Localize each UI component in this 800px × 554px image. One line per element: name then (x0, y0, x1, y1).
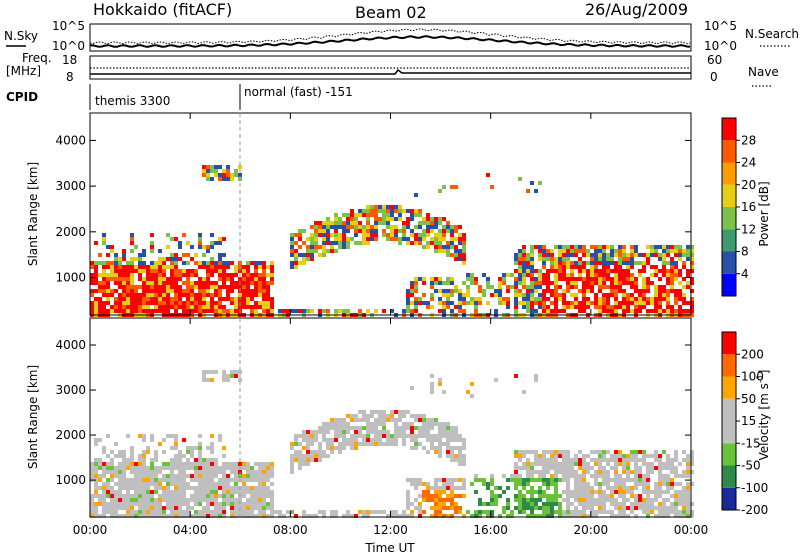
colorbar-cell (722, 443, 736, 466)
colorbar-tick-label: 15 (741, 414, 756, 428)
freq-right-tick-bottom: 0 (710, 70, 718, 84)
colorbar-tick-label: 20 (741, 178, 756, 192)
freq-left-label-1: Freq. (22, 51, 52, 65)
colorbar-cell (722, 376, 736, 399)
colorbar-cell (722, 184, 736, 207)
colorbar-tick-label: 8 (741, 245, 749, 259)
velocity-y-label: Slant Range [km] (26, 365, 40, 469)
colorbar-tick-label: -200 (741, 503, 768, 517)
colorbar-tick-label: -100 (741, 481, 768, 495)
x-axis-title: Time UT (364, 541, 415, 554)
noise-left-tick-top: 10^5 (52, 19, 85, 33)
noise-search-trace (89, 28, 691, 45)
x-tick-label: 00:00 (674, 523, 709, 537)
y-tick-label: 1000 (55, 473, 86, 487)
noise-panel-frame (89, 23, 692, 52)
noise-sky-trace (89, 35, 691, 48)
colorbar-cell (722, 118, 736, 141)
colorbar-cell (722, 251, 736, 274)
colorbar-cell (722, 273, 736, 296)
cpid-mode-2: normal (fast) -151 (244, 85, 353, 99)
colorbar-cell (722, 140, 736, 163)
velocity-colorbar: 200 100 50 15 -15 -50 -100 -200 (721, 331, 768, 517)
colorbar-tick-label: 12 (741, 222, 756, 236)
colorbar-tick-label: 50 (741, 392, 756, 406)
y-tick-label: 2000 (55, 428, 86, 442)
x-tick-label: 12:00 (373, 523, 408, 537)
colorbar-cell (722, 421, 736, 444)
x-tick-label: 16:00 (473, 523, 508, 537)
date-title: 26/Aug/2009 (585, 0, 688, 19)
velocity-y-axis: 1000 2000 3000 4000 (55, 338, 691, 487)
nave-trace (90, 68, 691, 75)
y-tick-label: 3000 (55, 179, 86, 193)
noise-right-tick-top: 10^5 (704, 19, 737, 33)
cpid-label: CPID (6, 90, 38, 104)
colorbar-cell (722, 332, 736, 355)
freq-right-tick-top: 60 (707, 53, 722, 67)
power-y-axis: 1000 2000 3000 4000 (55, 133, 691, 285)
velocity-colorbar-label: Velocity [m s-1] (756, 370, 771, 461)
power-heatmap (90, 165, 694, 317)
noise-right-label: N.Search (745, 27, 799, 41)
beam-title: Beam 02 (355, 3, 427, 22)
colorbar-tick-label: 16 (741, 200, 756, 214)
colorbar-tick-label: 28 (741, 133, 756, 147)
cpid-mode-1: themis 3300 (95, 94, 170, 108)
velocity-x-axis: 00:00 04:00 08:00 12:00 16:00 20:00 00:00 (73, 318, 709, 537)
colorbar-tick-label: -15 (741, 436, 761, 450)
power-colorbar: 4 8 12 16 20 24 28 (721, 117, 756, 297)
colorbar-tick-label: 100 (741, 370, 764, 384)
freq-left-label-2: [MHz] (6, 64, 41, 78)
colorbar-cell (722, 207, 736, 230)
colorbar-tick-label: -50 (741, 459, 761, 473)
colorbar-cell (722, 398, 736, 421)
noise-right-tick-bottom: 10^0 (704, 39, 737, 53)
power-colorbar-label: Power [dB] (757, 181, 771, 246)
y-tick-label: 1000 (55, 271, 86, 285)
colorbar-tick-label: 4 (741, 267, 749, 281)
noise-left-tick-bottom: 10^0 (52, 39, 85, 53)
colorbar-cell (722, 229, 736, 252)
noise-left-label: N.Sky (4, 29, 38, 43)
x-tick-label: 08:00 (273, 523, 308, 537)
power-x-ticks (89, 113, 692, 315)
velocity-heatmap (90, 370, 694, 518)
freq-right-label: Nave (748, 65, 779, 79)
power-y-label: Slant Range [km] (26, 162, 40, 266)
freq-left-tick-top: 18 (62, 53, 77, 67)
colorbar-cell (722, 162, 736, 185)
colorbar-tick-label: 200 (741, 347, 764, 361)
x-tick-label: 04:00 (173, 523, 208, 537)
y-tick-label: 4000 (55, 133, 86, 147)
y-tick-label: 4000 (55, 338, 86, 352)
colorbar-tick-label: 24 (741, 156, 756, 170)
freq-left-tick-bottom: 8 (66, 70, 74, 84)
colorbar-cell (722, 465, 736, 488)
y-tick-label: 3000 (55, 383, 86, 397)
colorbar-cell (722, 354, 736, 377)
x-tick-label: 20:00 (574, 523, 609, 537)
y-tick-label: 2000 (55, 225, 86, 239)
x-tick-label: 00:00 (73, 523, 108, 537)
station-title: Hokkaido (fitACF) (93, 0, 232, 19)
colorbar-cell (722, 487, 736, 510)
